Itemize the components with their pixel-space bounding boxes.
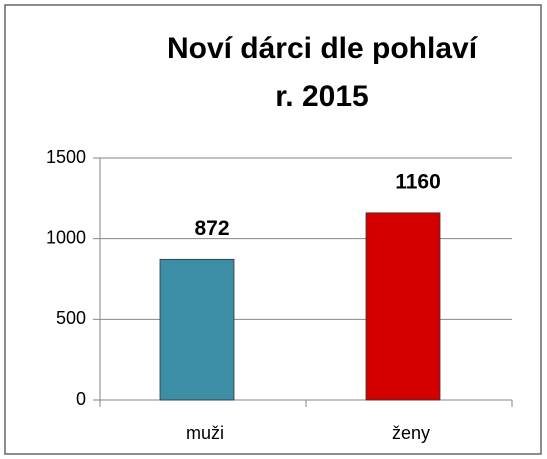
y-tick-label: 1500 — [46, 147, 86, 167]
y-tick-label: 0 — [76, 389, 86, 409]
x-tick-label: muži — [186, 423, 224, 443]
chart-title: Noví dárci dle pohlaví — [167, 32, 479, 65]
bar — [159, 258, 235, 401]
x-tick-label: ženy — [392, 423, 430, 443]
value-label: 1160 — [395, 170, 441, 193]
value-label: 872 — [194, 217, 229, 240]
y-tick-label: 500 — [56, 308, 86, 328]
chart-title: r. 2015 — [275, 80, 368, 113]
bar — [365, 212, 441, 401]
chart-border — [4, 4, 542, 455]
y-tick-label: 1000 — [46, 227, 86, 247]
